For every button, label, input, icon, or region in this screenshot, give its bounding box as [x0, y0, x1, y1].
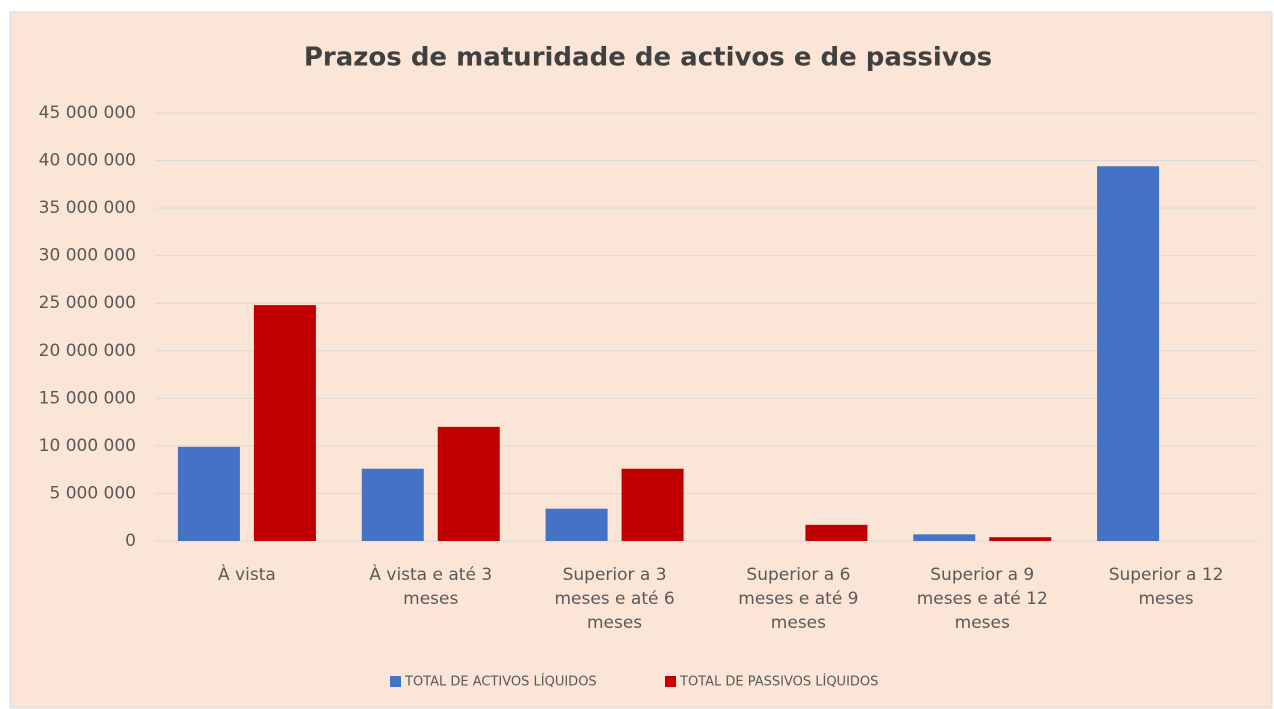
bar — [361, 468, 424, 541]
y-tick-label: 10 000 000 — [39, 436, 136, 456]
x-tick-label: À vista — [218, 565, 276, 585]
y-tick-label: 30 000 000 — [39, 246, 136, 266]
bar — [913, 534, 976, 541]
bar — [1097, 166, 1160, 542]
y-tick-label: 40 000 000 — [39, 151, 136, 171]
y-tick-label: 25 000 000 — [39, 293, 136, 313]
legend-label: TOTAL DE PASSIVOS LÍQUIDOS — [679, 674, 878, 690]
y-tick-label: 35 000 000 — [39, 198, 136, 218]
y-tick-label: 20 000 000 — [39, 341, 136, 361]
x-tick-label: Superior a 12 meses — [1108, 565, 1224, 609]
x-tick-label: Superior a 3 meses e até 6 meses — [554, 565, 675, 633]
bar — [545, 508, 608, 541]
bar — [989, 537, 1052, 541]
legend-swatch — [665, 676, 676, 687]
bar — [253, 305, 316, 541]
chart-title: Prazos de maturidade de activos e de pas… — [304, 43, 992, 73]
bar — [437, 426, 500, 541]
y-tick-label: 15 000 000 — [39, 388, 136, 408]
y-tick-label: 0 — [125, 531, 136, 551]
bar — [177, 446, 240, 541]
y-tick-label: 5 000 000 — [49, 483, 136, 503]
x-tick-label: Superior a 6 meses e até 9 meses — [738, 565, 859, 633]
y-tick-label: 45 000 000 — [39, 103, 136, 123]
legend-swatch — [390, 676, 401, 687]
bar — [805, 524, 868, 541]
legend-label: TOTAL DE ACTIVOS LÍQUIDOS — [404, 674, 597, 690]
bar — [621, 468, 684, 541]
x-tick-label: Superior a 9 meses e até 12 meses — [916, 565, 1048, 633]
background — [9, 11, 1273, 709]
x-tick-label: À vista e até 3 meses — [369, 565, 493, 609]
